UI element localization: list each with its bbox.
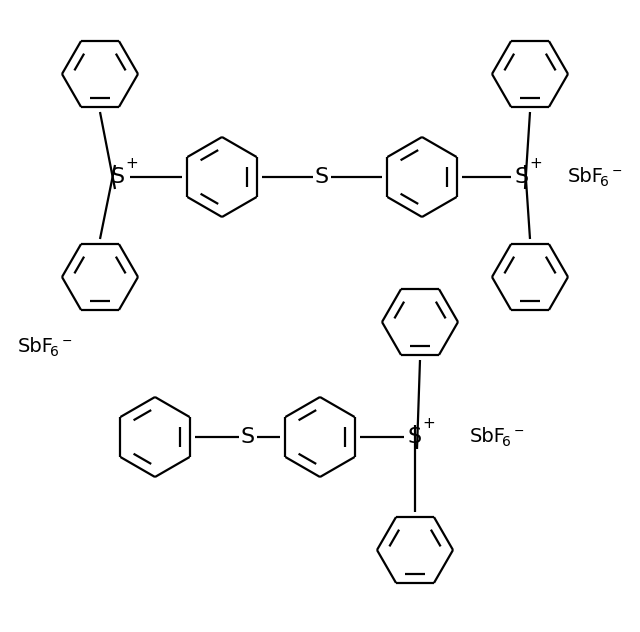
Text: SbF: SbF xyxy=(18,337,54,356)
Text: −: − xyxy=(612,164,623,178)
Text: S: S xyxy=(315,167,329,187)
Text: −: − xyxy=(62,334,72,348)
Text: S: S xyxy=(408,427,422,447)
Text: S: S xyxy=(111,167,125,187)
Text: S: S xyxy=(241,427,255,447)
Text: +: + xyxy=(422,415,435,430)
Text: 6: 6 xyxy=(600,175,609,189)
Text: SbF: SbF xyxy=(568,167,604,186)
Text: −: − xyxy=(514,425,525,437)
Text: 6: 6 xyxy=(50,345,59,359)
Text: +: + xyxy=(530,155,542,171)
Text: 6: 6 xyxy=(502,435,511,449)
Text: +: + xyxy=(125,155,138,171)
Text: S: S xyxy=(515,167,529,187)
Text: SbF: SbF xyxy=(470,427,506,446)
